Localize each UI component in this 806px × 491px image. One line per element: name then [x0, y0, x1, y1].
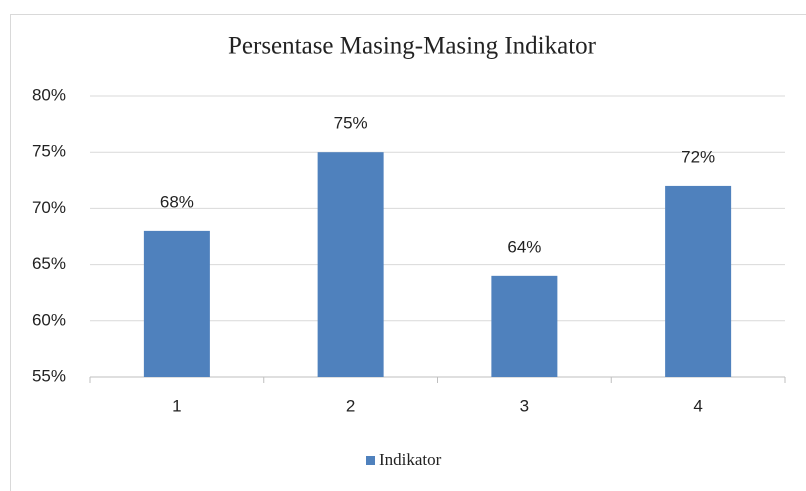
- data-label: 68%: [160, 192, 194, 211]
- legend-label: Indikator: [379, 450, 442, 469]
- y-tick-label: 60%: [32, 310, 66, 329]
- bar: [665, 185, 732, 377]
- y-tick-label: 65%: [32, 254, 66, 273]
- x-tick-label: 4: [693, 396, 702, 415]
- x-tick-label: 3: [520, 396, 529, 415]
- bar: [143, 230, 210, 377]
- y-tick-label: 70%: [32, 198, 66, 217]
- x-tick-label: 2: [346, 396, 355, 415]
- y-tick-label: 80%: [32, 85, 66, 104]
- legend-swatch: [366, 456, 375, 465]
- bar: [317, 152, 384, 377]
- chart-title: Persentase Masing-Masing Indikator: [228, 33, 597, 60]
- y-tick-label: 75%: [32, 142, 66, 161]
- data-label: 72%: [681, 147, 715, 166]
- y-tick-label: 55%: [32, 366, 66, 385]
- x-tick-label: 1: [172, 396, 181, 415]
- data-label: 75%: [334, 114, 368, 133]
- bar: [491, 275, 558, 377]
- data-label: 64%: [507, 237, 541, 256]
